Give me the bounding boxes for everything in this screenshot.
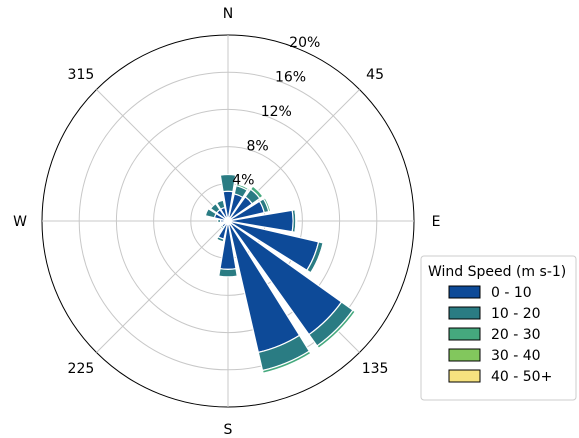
legend-swatch (448, 306, 481, 320)
legend-title: Wind Speed (m s-1) (428, 264, 566, 280)
bar-ssw-1 (215, 235, 225, 243)
bar-ese-2 (309, 242, 325, 275)
bar-s-1 (218, 268, 238, 278)
angle-label: N (223, 6, 233, 22)
angle-label: 315 (68, 67, 95, 83)
bar-ene-2 (262, 197, 272, 213)
legend-label: 40 - 50+ (491, 369, 552, 385)
legend-swatch (448, 348, 481, 362)
legend-swatch (448, 327, 481, 341)
bar-wnw-1 (204, 207, 217, 219)
bar-ne-2 (249, 185, 264, 200)
radial-tick-labels: 4% 8% 12% 16% 20% (232, 35, 320, 188)
legend-label: 10 - 20 (491, 306, 541, 322)
radial-tick-label: 4% (232, 173, 254, 189)
bar-nnw-1 (215, 199, 226, 210)
radial-tick-label: 20% (289, 35, 320, 51)
bar-sw-1 (219, 224, 225, 230)
polar-grid-spoke (96, 89, 229, 222)
angle-label: 225 (68, 361, 95, 377)
bar-sse-2 (261, 350, 312, 374)
bar-se-2 (316, 309, 357, 350)
legend-label: 30 - 40 (491, 348, 541, 364)
radial-tick-label: 8% (246, 138, 268, 154)
legend-entries: 0 - 10 10 - 20 20 - 30 30 - 40 40 - 50+ (448, 285, 552, 385)
bar-n-1 (219, 173, 237, 193)
bar-nw-1 (209, 202, 221, 214)
legend-label: 20 - 30 (491, 327, 541, 343)
radial-tick-label: 16% (275, 70, 306, 86)
legend-label: 0 - 10 (491, 285, 532, 301)
radial-tick-label: 12% (261, 104, 292, 120)
wind-bars (204, 173, 357, 374)
legend-swatch (448, 369, 481, 383)
angle-label: 135 (362, 361, 389, 377)
bar-e-2 (294, 208, 298, 234)
legend: Wind Speed (m s-1) 0 - 10 10 - 20 20 - 30 3… (420, 255, 577, 401)
angle-labels: N 45 E 135 S 225 W 315 (13, 6, 440, 438)
angle-label: S (224, 422, 233, 438)
polar-grid-spoke (96, 220, 229, 353)
angle-label: W (13, 214, 27, 230)
angle-label: 45 (366, 67, 384, 83)
legend-swatch (448, 285, 481, 299)
angle-label: E (432, 214, 441, 230)
bar-nne-2 (235, 183, 250, 192)
